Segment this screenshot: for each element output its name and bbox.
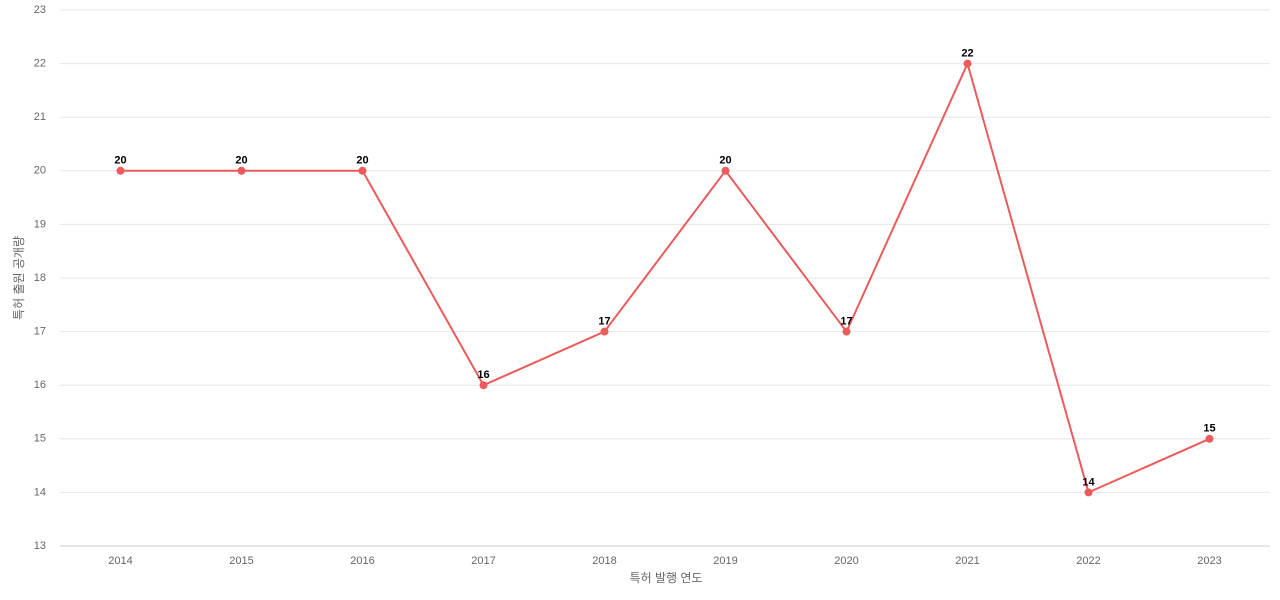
point <box>116 166 125 175</box>
data-label: 17 <box>598 316 610 328</box>
y-tick-label: 14 <box>34 486 46 498</box>
point <box>721 166 730 175</box>
x-tick-label: 2020 <box>834 555 858 567</box>
x-tick-label: 2023 <box>1197 555 1221 567</box>
data-label: 20 <box>356 155 368 167</box>
y-tick-label: 19 <box>34 218 46 230</box>
x-tick-label: 2019 <box>713 555 737 567</box>
y-tick-label: 21 <box>34 111 46 123</box>
point <box>237 166 246 175</box>
y-tick-label: 13 <box>34 540 46 552</box>
y-tick-label: 18 <box>34 272 46 284</box>
x-axis-title: 특허 발행 연도 <box>630 570 703 585</box>
data-label: 20 <box>235 155 247 167</box>
x-tick-label: 2014 <box>108 555 132 567</box>
y-tick-label: 20 <box>34 165 46 177</box>
y-tick-label: 23 <box>34 4 46 16</box>
point <box>1205 434 1214 443</box>
x-tick-label: 2017 <box>471 555 495 567</box>
y-tick-label: 22 <box>34 58 46 70</box>
y-axis-title: 특허 출원 공개량 <box>12 236 26 320</box>
point <box>1084 488 1093 497</box>
data-label: 14 <box>1082 476 1095 488</box>
x-tick-label: 2021 <box>955 555 979 567</box>
point <box>963 59 972 68</box>
x-tick-label: 2015 <box>229 555 253 567</box>
x-tick-label: 2018 <box>592 555 616 567</box>
data-label: 20 <box>719 155 731 167</box>
data-label: 17 <box>840 316 852 328</box>
y-tick-label: 16 <box>34 379 46 391</box>
data-label: 20 <box>114 155 126 167</box>
x-tick-label: 2022 <box>1076 555 1100 567</box>
point <box>600 327 609 336</box>
y-tick-label: 17 <box>34 326 46 338</box>
data-label: 22 <box>961 48 973 60</box>
y-tick-label: 15 <box>34 433 46 445</box>
point <box>358 166 367 175</box>
point <box>479 381 488 390</box>
point <box>842 327 851 336</box>
x-tick-label: 2016 <box>350 555 374 567</box>
data-label: 15 <box>1203 423 1215 435</box>
data-label: 16 <box>477 369 489 381</box>
line <box>120 60 1210 494</box>
